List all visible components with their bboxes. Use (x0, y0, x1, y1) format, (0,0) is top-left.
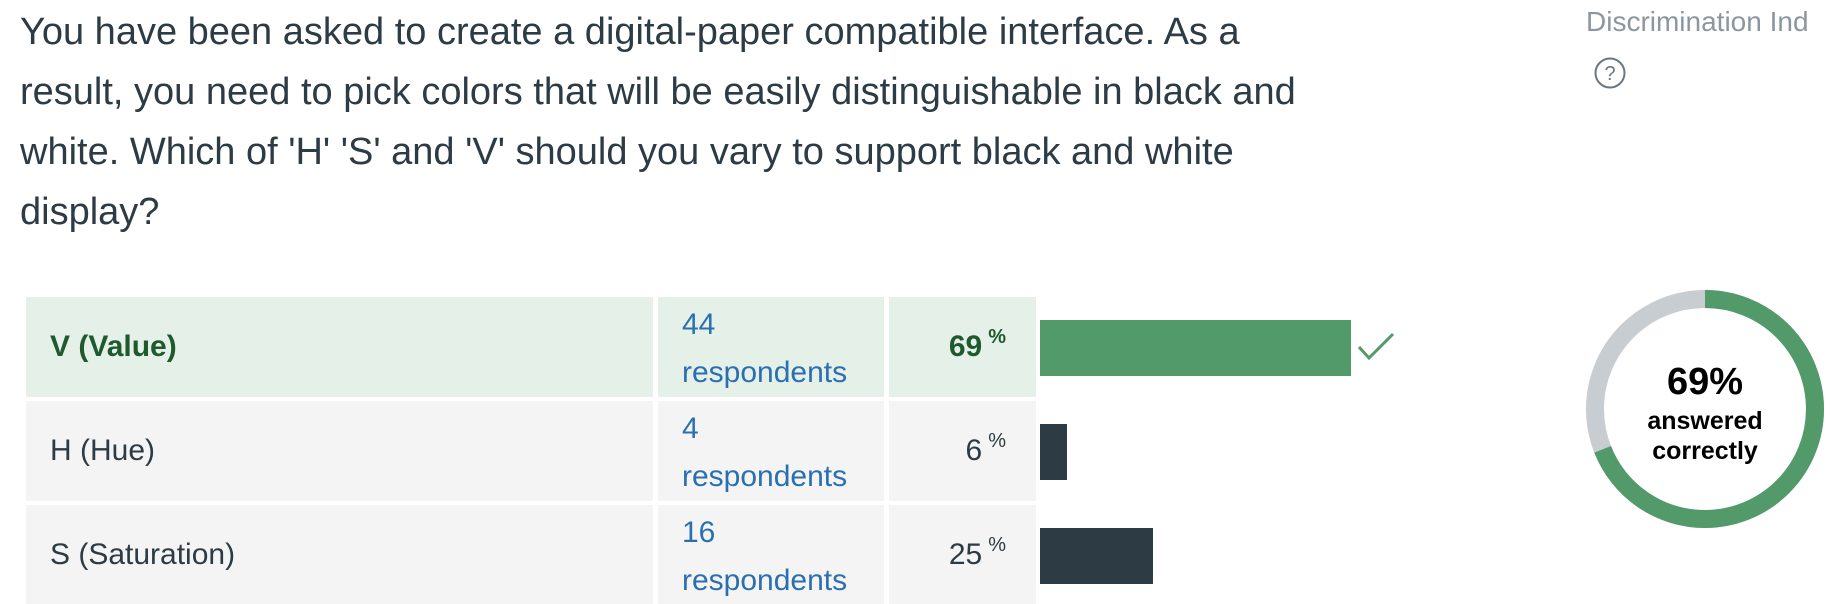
discrimination-index-label: Discrimination Ind (1586, 6, 1809, 37)
respondents-link[interactable]: 16 respondents (658, 505, 884, 604)
help-circle-icon[interactable]: ? (1593, 56, 1627, 90)
respondent-count: 44 (682, 308, 716, 341)
respondent-count: 4 (682, 412, 699, 445)
percent-sign: % (988, 429, 1006, 452)
percent-value: 25 (948, 538, 983, 571)
answer-bar (1040, 424, 1067, 480)
answer-bar-correct (1040, 320, 1351, 376)
answer-label: H (Hue) (26, 401, 653, 501)
donut-percent: 69% (1666, 361, 1744, 403)
answer-row-correct: V (Value) 44 respondents 69% (26, 297, 1036, 397)
svg-text:?: ? (1604, 63, 1615, 85)
percent-value: 69 (948, 330, 983, 363)
answer-row: S (Saturation) 16 respondents 25% (26, 505, 1036, 604)
answer-bar (1040, 528, 1153, 584)
respondent-count: 16 (682, 516, 716, 549)
correct-answers-donut (1586, 290, 1824, 528)
respondents-text: respondents (682, 356, 848, 389)
respondents-text: respondents (682, 460, 848, 493)
respondents-text: respondents (682, 564, 848, 597)
respondents-link[interactable]: 4 respondents (658, 401, 884, 501)
answer-percent: 6% (889, 401, 1036, 501)
donut-label: 69% answered correctly (1590, 360, 1820, 466)
donut-caption: answered correctly (1647, 407, 1763, 465)
question-text: You have been asked to create a digital-… (20, 11, 1296, 233)
answer-percent: 25% (889, 505, 1036, 604)
answer-percent: 69% (889, 297, 1036, 397)
donut-fill (1586, 290, 1824, 528)
percent-sign: % (988, 533, 1006, 556)
answer-label: S (Saturation) (26, 505, 653, 604)
check-icon (1357, 332, 1395, 361)
percent-sign: % (988, 325, 1006, 348)
answer-label: V (Value) (26, 297, 653, 397)
answer-row: H (Hue) 4 respondents 6% (26, 401, 1036, 501)
percent-value: 6 (965, 434, 983, 467)
respondents-link[interactable]: 44 respondents (658, 297, 884, 397)
